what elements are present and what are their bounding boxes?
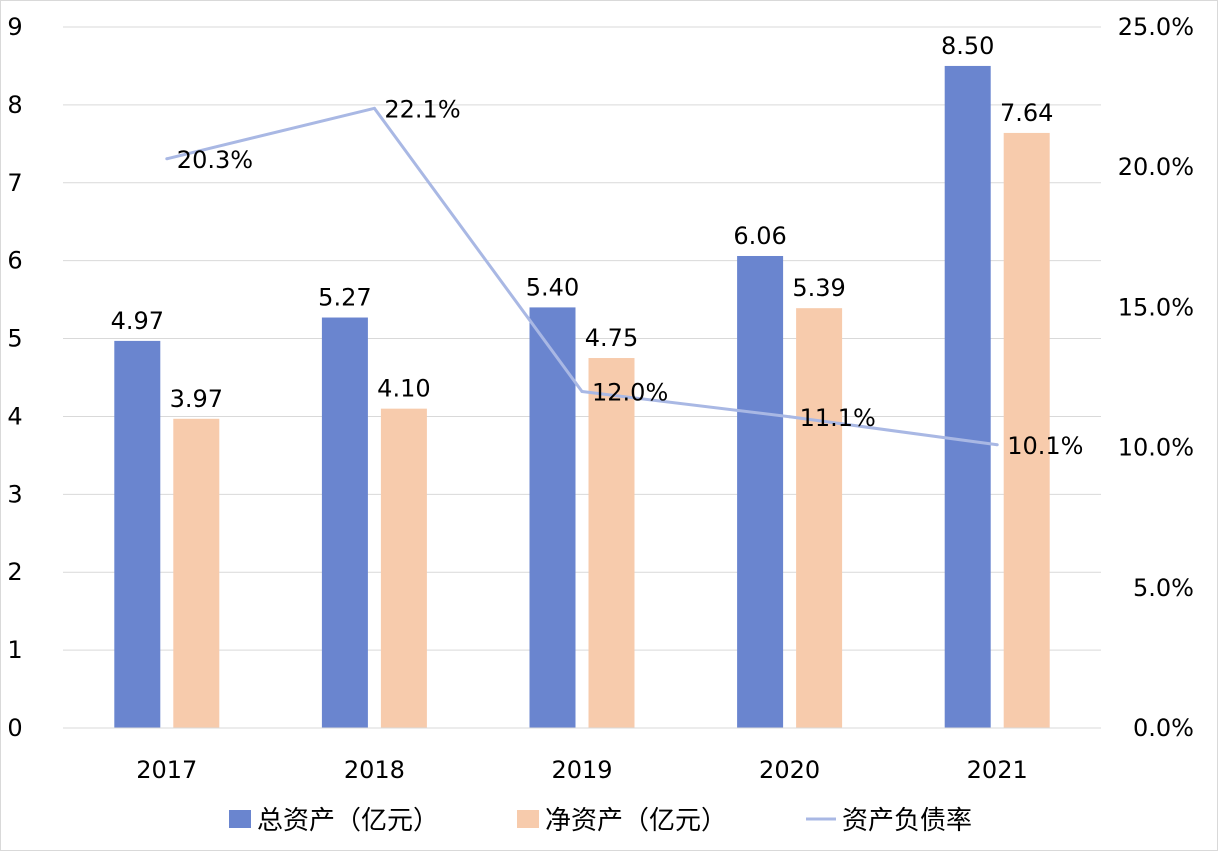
line-point-debt-ratio-2017 bbox=[165, 157, 169, 161]
axes: 0 1 2 3 4 5 6 7 8 9 0.0% 5.0% 10.0% 15.0% 20.0% 25.0% 20… bbox=[7, 13, 1194, 784]
data-label-debt-ratio-2020: 11.1% bbox=[800, 404, 876, 432]
gridlines bbox=[63, 26, 1101, 729]
y-left-tick-6: 6 bbox=[7, 247, 22, 275]
legend-debt-ratio-label: 资产负债率 bbox=[842, 806, 972, 836]
y-left-tick-4: 4 bbox=[7, 402, 22, 430]
bar-total-assets-2020 bbox=[737, 255, 784, 728]
y-left-tick-5: 5 bbox=[7, 325, 22, 353]
y-right-tick-2: 10.0% bbox=[1118, 434, 1194, 462]
line-point-debt-ratio-2018 bbox=[372, 106, 376, 110]
y-right-tick-0: 0.0% bbox=[1133, 714, 1194, 742]
data-label-total-assets-2019: 5.40 bbox=[526, 273, 579, 301]
data-label-net-assets-2019: 4.75 bbox=[585, 324, 638, 352]
data-label-net-assets-2020: 5.39 bbox=[792, 274, 845, 302]
y-left-tick-9: 9 bbox=[7, 13, 22, 41]
line-point-debt-ratio-2021 bbox=[995, 443, 999, 447]
legend-total-assets-label: 总资产（亿元） bbox=[257, 806, 439, 836]
x-tick-2018: 2018 bbox=[344, 756, 405, 784]
y-left-tick-7: 7 bbox=[7, 169, 22, 197]
bar-net-assets-2019 bbox=[588, 358, 635, 728]
bar-net-assets-2018 bbox=[380, 408, 427, 728]
line-point-debt-ratio-2019 bbox=[580, 390, 584, 394]
x-tick-2017: 2017 bbox=[136, 756, 197, 784]
data-label-total-assets-2021: 8.50 bbox=[941, 32, 994, 60]
bar-total-assets-2021 bbox=[944, 65, 991, 728]
y-right-tick-4: 20.0% bbox=[1118, 153, 1194, 181]
line-series bbox=[165, 106, 999, 447]
line-point-debt-ratio-2020 bbox=[788, 415, 792, 419]
bar-total-assets-2017 bbox=[114, 340, 161, 728]
data-label-debt-ratio-2017: 20.3% bbox=[177, 146, 253, 174]
data-label-total-assets-2018: 5.27 bbox=[318, 284, 371, 312]
legend-net-assets-swatch bbox=[517, 810, 539, 828]
data-label-total-assets-2017: 4.97 bbox=[111, 307, 164, 335]
data-label-debt-ratio-2021: 10.1% bbox=[1007, 432, 1083, 460]
y-right-tick-1: 5.0% bbox=[1133, 574, 1194, 602]
line-debt-ratio bbox=[166, 106, 998, 447]
x-tick-2019: 2019 bbox=[551, 756, 612, 784]
y-right-tick-3: 15.0% bbox=[1118, 293, 1194, 321]
data-label-net-assets-2018: 4.10 bbox=[377, 375, 430, 403]
legend-net-assets-label: 净资产（亿元） bbox=[545, 806, 727, 836]
y-right-tick-5: 25.0% bbox=[1118, 13, 1194, 41]
bars bbox=[114, 65, 1050, 728]
data-label-total-assets-2020: 6.06 bbox=[733, 222, 786, 250]
bar-net-assets-2021 bbox=[1003, 132, 1050, 728]
bar-net-assets-2020 bbox=[796, 308, 843, 728]
data-label-debt-ratio-2018: 22.1% bbox=[384, 95, 460, 123]
data-label-net-assets-2021: 7.64 bbox=[1000, 99, 1053, 127]
data-label-debt-ratio-2019: 12.0% bbox=[592, 379, 668, 407]
y-left-tick-3: 3 bbox=[7, 480, 22, 508]
x-tick-2020: 2020 bbox=[759, 756, 820, 784]
y-left-tick-0: 0 bbox=[7, 714, 22, 742]
legend: 总资产（亿元） 净资产（亿元） 资产负债率 bbox=[229, 806, 972, 836]
data-label-net-assets-2017: 3.97 bbox=[170, 385, 223, 413]
y-left-tick-2: 2 bbox=[7, 558, 22, 586]
bar-total-assets-2019 bbox=[529, 307, 576, 728]
legend-total-assets-swatch bbox=[229, 810, 251, 828]
bar-net-assets-2017 bbox=[173, 418, 220, 728]
bar-total-assets-2018 bbox=[321, 317, 368, 728]
data-labels: 4.97 3.97 5.27 4.10 5.404.75 6.065.39 8.50 7.64… bbox=[111, 32, 1084, 460]
x-tick-2021: 2021 bbox=[967, 756, 1028, 784]
y-left-tick-8: 8 bbox=[7, 91, 22, 119]
y-left-tick-1: 1 bbox=[7, 636, 22, 664]
